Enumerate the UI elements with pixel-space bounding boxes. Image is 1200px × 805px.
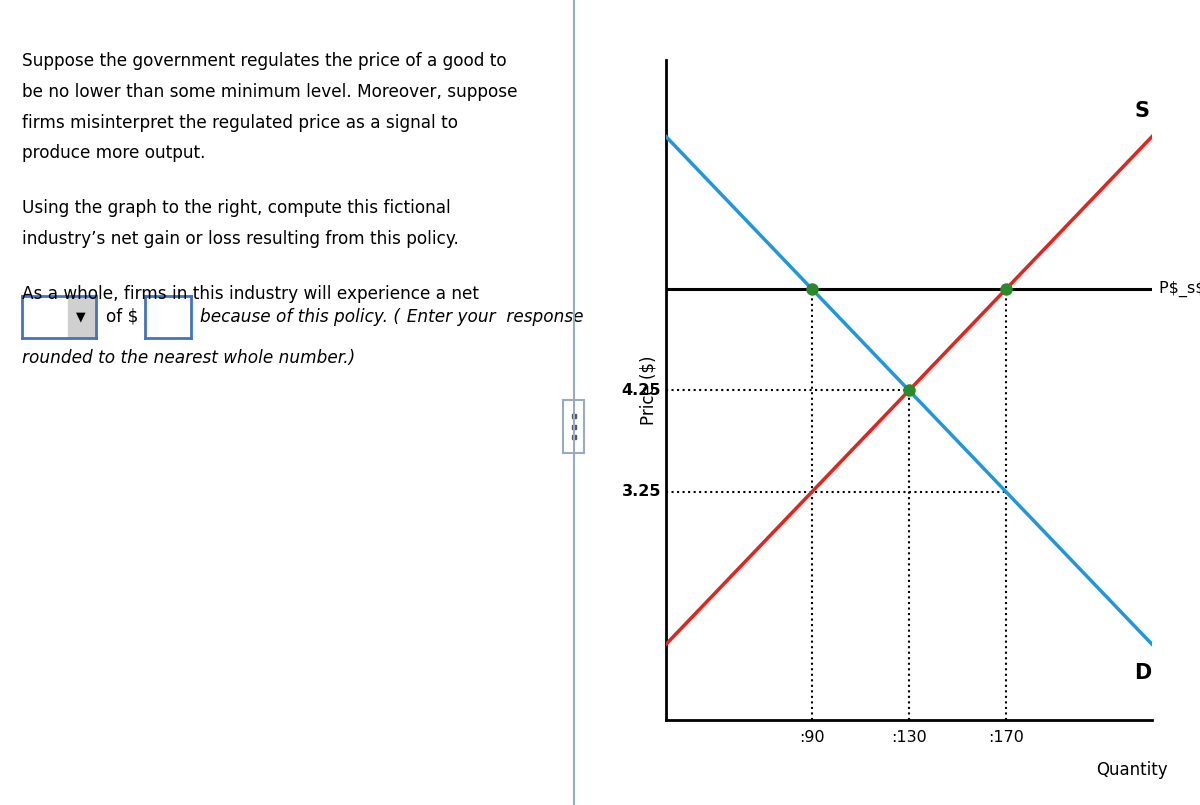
Y-axis label: Price ($): Price ($) [640, 356, 658, 425]
Text: be no lower than some minimum level. Moreover, suppose: be no lower than some minimum level. Mor… [22, 83, 517, 101]
Text: Quantity: Quantity [1096, 762, 1168, 779]
Text: rounded to the nearest whole number.): rounded to the nearest whole number.) [22, 349, 355, 367]
Text: :130: :130 [892, 729, 926, 745]
Text: :170: :170 [989, 729, 1024, 745]
Text: industry’s net gain or loss resulting from this policy.: industry’s net gain or loss resulting fr… [22, 229, 458, 248]
Bar [67, 296, 96, 338]
Text: firms misinterpret the regulated price as a signal to: firms misinterpret the regulated price a… [22, 114, 457, 131]
Text: S: S [1135, 101, 1150, 122]
Text: Using the graph to the right, compute this fictional: Using the graph to the right, compute th… [22, 199, 450, 217]
Text: D: D [1134, 663, 1151, 683]
Text: ▼: ▼ [77, 311, 86, 324]
Text: P$_s$ = $: P$_s$ = $ [1159, 281, 1200, 297]
Text: Suppose the government regulates the price of a good to: Suppose the government regulates the pri… [22, 52, 506, 70]
Text: of $: of $ [106, 308, 138, 326]
Text: produce more output.: produce more output. [22, 144, 205, 162]
Text: because of this policy. (  Enter your  response: because of this policy. ( Enter your res… [200, 308, 584, 326]
Text: 4.25: 4.25 [622, 383, 661, 398]
Text: :90: :90 [799, 729, 824, 745]
Text: As a whole, firms in this industry will experience a net: As a whole, firms in this industry will … [22, 285, 479, 303]
Text: 3.25: 3.25 [622, 485, 661, 499]
